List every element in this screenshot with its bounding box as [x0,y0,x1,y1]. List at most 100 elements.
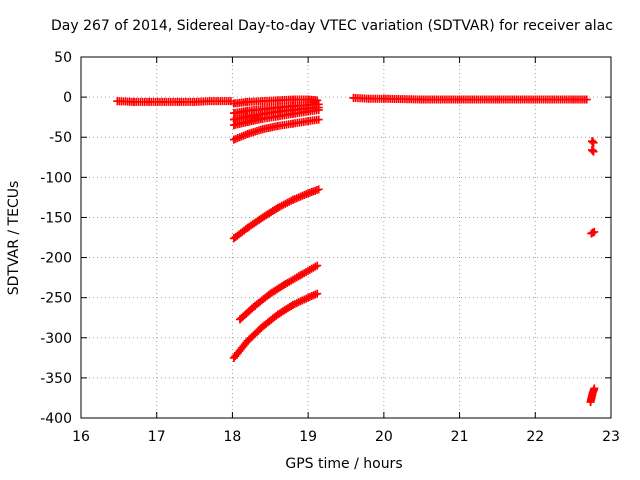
data-point [569,95,578,104]
data-point [273,96,282,105]
data-marker-run [289,117,310,128]
data-point [417,95,426,104]
series-arc-10 [349,93,591,104]
data-point [588,146,597,155]
y-tick-label: -400 [40,411,72,427]
data-point [313,261,322,270]
data-point [589,147,598,156]
data-point [304,117,313,126]
data-point [273,203,282,212]
series-arc-12 [588,146,598,156]
data-point [455,95,464,104]
data-point [251,301,260,310]
data-point [314,185,323,194]
series-arc-7 [229,185,323,243]
data-point [243,117,252,126]
y-tick-label: -350 [40,371,72,387]
data-layer [113,93,599,406]
data-point [582,95,591,104]
data-point [590,227,599,236]
data-point [588,137,597,146]
series-arc-5 [229,105,323,130]
data-point [229,234,238,243]
data-point [258,114,267,123]
data-point [588,228,597,237]
data-point [175,97,184,106]
data-point [258,125,267,134]
x-tick-label: 22 [526,429,544,445]
data-marker-run [273,119,295,130]
series-arc-14 [586,384,599,406]
series-arc-13 [587,227,599,238]
x-tick-label: 18 [224,429,242,445]
series-arc-11 [588,137,598,147]
data-point [304,189,313,198]
data-marker-run [258,122,280,134]
series-arc-1 [113,97,235,106]
grid-layer [81,57,611,418]
data-point [273,112,282,121]
data-point [313,289,322,298]
data-point [289,300,297,309]
data-point [289,109,297,118]
plot-frame [80,56,612,419]
data-point [379,94,388,103]
y-tick-label: -50 [49,130,72,146]
data-point [229,121,238,130]
y-tick-label: -200 [40,251,72,267]
data-point [160,97,169,106]
y-tick-label: -300 [40,331,72,347]
series-arc-8 [236,261,322,324]
tick-layer: 16 17 18 19 20 21 22 23 50 0 -50 -100 -150 -200 -250 -3… [40,50,620,445]
data-point [314,115,323,124]
data-point [236,315,244,324]
data-point [145,97,154,106]
x-tick-label: 16 [72,429,90,445]
data-point [273,310,282,319]
data-point [243,223,252,232]
x-tick-label: 19 [299,429,317,445]
data-point [229,135,238,144]
data-point [243,336,252,345]
data-point [296,271,305,280]
data-point [243,97,252,106]
data-point [364,94,373,103]
chart-title: Day 267 of 2014, Sidereal Day-to-day VTE… [51,18,613,34]
data-point [205,97,214,106]
data-point [531,95,540,104]
data-point [190,97,199,106]
data-point [589,138,598,147]
y-tick-label: 0 [63,90,72,106]
data-point [281,280,290,289]
data-point [258,97,267,106]
x-tick-label: 21 [451,429,469,445]
x-axis-label: GPS time / hours [285,456,403,472]
data-point [130,97,138,106]
data-point [314,105,323,114]
x-tick-label: 17 [148,429,166,445]
y-tick-label: -150 [40,210,72,226]
series-arc-9 [229,289,322,362]
data-point [113,97,122,106]
data-point [229,99,238,108]
data-point [273,121,282,130]
data-point [258,213,267,222]
data-point [590,384,599,393]
y-tick-label: -250 [40,291,72,307]
data-point [266,289,275,298]
y-tick-label: 50 [54,50,72,66]
x-tick-label: 23 [602,429,620,445]
data-point [304,293,313,302]
data-point [289,119,297,128]
data-point [289,195,297,204]
data-point [258,322,267,331]
series-arc-6 [229,115,323,144]
data-point [493,95,502,104]
data-point [349,93,358,102]
data-point [304,107,313,116]
y-tick-label: -100 [40,170,72,186]
x-tick-label: 20 [375,429,393,445]
data-point [243,130,252,139]
data-point [229,353,238,362]
